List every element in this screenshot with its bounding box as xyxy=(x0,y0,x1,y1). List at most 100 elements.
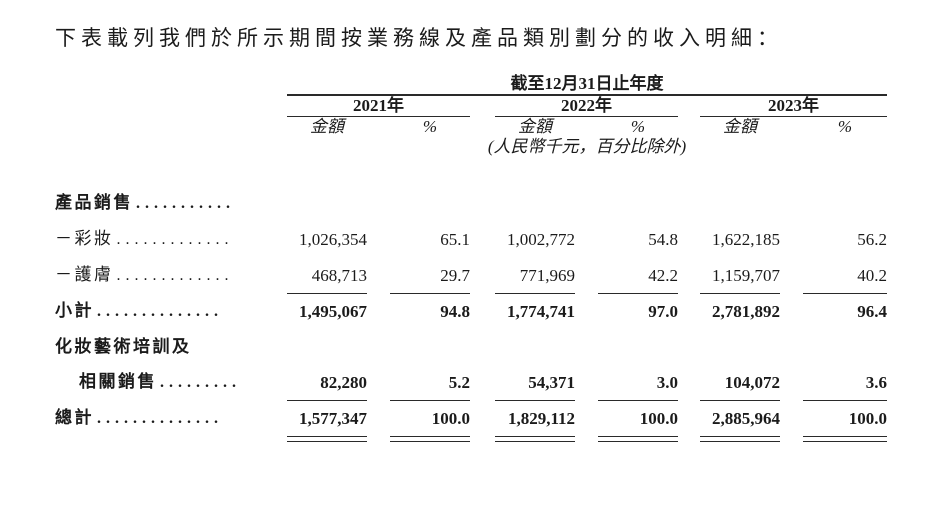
column-gap xyxy=(678,293,700,329)
column-gap xyxy=(780,221,803,257)
column-gap xyxy=(470,400,495,436)
leader-dots: ........... xyxy=(136,195,235,212)
column-gap xyxy=(367,221,390,257)
column-gap xyxy=(678,117,700,138)
amount-column-header: 金額 xyxy=(310,117,344,136)
amount-cell xyxy=(700,329,780,364)
percent-cell xyxy=(390,157,470,221)
row-label: 總計.............. xyxy=(55,400,287,436)
leader-dots: .............. xyxy=(97,410,223,427)
row-label: －彩妝............. xyxy=(55,221,287,257)
amount-cell: 1,774,741 xyxy=(507,302,575,321)
amount-cell xyxy=(287,157,367,221)
column-gap xyxy=(780,400,803,436)
percent-cell xyxy=(803,329,887,364)
column-gap xyxy=(678,257,700,293)
row-label: 相關銷售......... xyxy=(55,364,287,400)
column-gap xyxy=(780,117,803,138)
column-gap xyxy=(575,221,598,257)
column-gap xyxy=(367,329,390,364)
table-row: －護膚............. 468,713 29.7 771,969 42.2 1,… xyxy=(55,257,888,294)
column-gap xyxy=(780,257,803,293)
leader-dots: ............. xyxy=(116,267,234,284)
column-gap xyxy=(678,400,700,436)
percent-cell: 40.2 xyxy=(803,257,888,294)
amount-cell xyxy=(700,157,780,221)
row-label-text: 小計 xyxy=(55,301,94,320)
column-gap xyxy=(470,95,495,117)
row-label-text: －彩妝 xyxy=(55,229,114,248)
column-gap xyxy=(678,221,700,257)
column-gap xyxy=(678,329,700,364)
amount-cell: 2,781,892 xyxy=(712,302,780,321)
percent-column-header: % xyxy=(422,117,438,136)
amount-cell xyxy=(495,157,575,221)
column-gap xyxy=(575,364,598,400)
table-row: －彩妝............. 1,026,354 65.1 1,002,772 54… xyxy=(55,221,887,257)
period-header: 截至12月31日止年度 xyxy=(287,74,888,96)
amount-cell: 2,885,964 xyxy=(700,400,780,441)
column-gap xyxy=(780,364,803,400)
percent-column-header: % xyxy=(630,117,646,136)
percent-cell: 100.0 xyxy=(803,400,888,441)
table-row: 化妝藝術培訓及 xyxy=(55,329,887,364)
table-row: 相關銷售......... 82,280 5.2 54,371 3.0 104,072 3.… xyxy=(55,364,888,401)
row-label-text: 產品銷售 xyxy=(55,193,133,212)
leader-dots: ............. xyxy=(116,231,234,248)
table-body: 產品銷售........... －彩妝............. 1,026,354… xyxy=(55,157,888,441)
year-header-2023: 2023年 xyxy=(700,95,888,117)
percent-cell: 65.1 xyxy=(440,230,470,249)
column-gap xyxy=(575,257,598,293)
header-spacer xyxy=(55,117,287,138)
amount-cell: 1,577,347 xyxy=(287,400,367,441)
intro-text: 下表載列我們於所示期間按業務線及產品類別劃分的收入明細： xyxy=(55,26,783,50)
percent-cell: 29.7 xyxy=(390,257,470,294)
percent-column-header: % xyxy=(837,117,853,136)
column-gap xyxy=(367,157,390,221)
percent-cell xyxy=(390,329,470,364)
row-label-text: 總計 xyxy=(55,408,94,427)
percent-cell: 56.2 xyxy=(857,230,888,249)
percent-cell: 54.8 xyxy=(648,230,678,249)
leader-dots: .............. xyxy=(97,303,223,320)
column-gap xyxy=(575,400,598,436)
amount-cell: 1,622,185 xyxy=(712,230,780,249)
row-label: 化妝藝術培訓及 xyxy=(55,329,287,364)
column-gap xyxy=(575,329,598,364)
column-gap xyxy=(470,117,495,138)
year-header-2022: 2022年 xyxy=(495,95,678,117)
column-gap xyxy=(678,95,700,117)
revenue-breakdown-table: 截至12月31日止年度 2021年 2022年 2023年 金額 % 金額 % … xyxy=(55,74,888,441)
amount-cell: 82,280 xyxy=(287,364,367,401)
column-gap xyxy=(367,257,390,293)
column-gap xyxy=(470,293,495,329)
column-header-row: 金額 % 金額 % 金額 % xyxy=(55,117,887,138)
row-label-text: －護膚 xyxy=(55,265,114,284)
amount-cell: 1,159,707 xyxy=(700,257,780,294)
percent-cell xyxy=(598,157,678,221)
column-gap xyxy=(780,157,803,221)
column-gap xyxy=(780,329,803,364)
row-label-text: 相關銷售 xyxy=(79,372,157,391)
column-gap xyxy=(575,157,598,221)
year-header-2021: 2021年 xyxy=(287,95,470,117)
column-gap xyxy=(470,329,495,364)
column-gap xyxy=(470,221,495,257)
table-row: 總計.............. 1,577,347 100.0 1,829,112 1… xyxy=(55,400,888,441)
amount-cell: 1,002,772 xyxy=(507,230,575,249)
column-gap xyxy=(470,157,495,221)
column-gap xyxy=(367,117,390,138)
period-header-row: 截至12月31日止年度 xyxy=(55,74,888,96)
amount-cell: 468,713 xyxy=(287,257,367,294)
percent-cell: 100.0 xyxy=(598,400,678,441)
table-row: 產品銷售........... xyxy=(55,157,887,221)
percent-cell xyxy=(803,157,887,221)
header-spacer xyxy=(55,74,287,95)
column-gap xyxy=(367,293,390,329)
column-gap xyxy=(678,364,700,400)
percent-cell xyxy=(598,329,678,364)
column-gap xyxy=(575,293,598,329)
column-gap xyxy=(575,117,598,138)
column-gap xyxy=(678,157,700,221)
